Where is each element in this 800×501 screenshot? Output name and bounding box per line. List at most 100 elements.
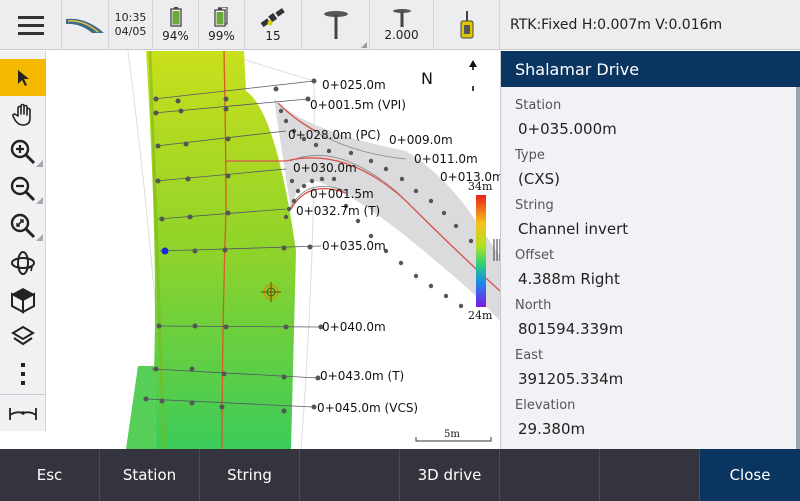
hamburger-menu-icon (17, 16, 44, 35)
softkey-bar: Esc Station String 3D drive Close (0, 449, 800, 501)
field-label: String (515, 198, 554, 213)
dropdown-corner-icon (36, 197, 43, 204)
station-label: 0+001.5m (310, 187, 374, 201)
station-label: 0+030.0m (293, 161, 357, 175)
satellite-count: 15 (265, 29, 281, 43)
esc-button[interactable]: Esc (0, 449, 100, 501)
station-label: 0+045.0m (VCS) (317, 401, 419, 415)
more-vertical-icon (21, 362, 25, 385)
pan-tool[interactable] (0, 96, 46, 133)
colorbar-max: 34m (468, 180, 493, 193)
zoom-in-tool[interactable] (0, 133, 46, 170)
menu-button[interactable] (0, 0, 62, 50)
field-label: Offset (515, 248, 555, 263)
controller-device-icon (460, 11, 473, 39)
details-panel: Shalamar Drive Station 0+035.000m Type (… (500, 51, 800, 449)
antenna-height-value: 2.000 (384, 28, 419, 42)
cross-section-icon (9, 407, 37, 420)
station-label: 0+013.0m (440, 170, 500, 184)
controller-button[interactable] (434, 0, 500, 50)
north-label: N (421, 69, 433, 88)
orbit-tool[interactable] (0, 244, 46, 281)
battery-controller[interactable]: 94% (153, 0, 199, 50)
dropdown-corner-icon (36, 234, 43, 241)
cross-section-tool[interactable] (0, 395, 46, 432)
station-label: 0+028.0m (PC) (288, 128, 381, 142)
station-label: 0+025.0m (322, 78, 386, 92)
close-button[interactable]: Close (700, 449, 800, 501)
zoom-out-icon (10, 176, 36, 201)
battery1-percent: 94% (162, 29, 189, 43)
station-button[interactable]: Station (100, 449, 200, 501)
status-bar: 10:35 04/05 94% 99% 15 (0, 0, 800, 50)
rtk-status[interactable]: RTK:Fixed H:0.007m V:0.016m (510, 17, 723, 33)
station-label: 0+001.5m (VPI) (310, 98, 406, 112)
date-text: 04/05 (114, 25, 147, 38)
station-label: 0+035.0m (322, 239, 386, 253)
more-tool[interactable] (0, 355, 46, 392)
gnss-receiver-icon (323, 11, 348, 39)
north-arrow (469, 60, 477, 91)
layers-tool[interactable] (0, 318, 46, 355)
field-label: Elevation (515, 398, 576, 413)
field-label: Station (515, 98, 562, 113)
station-label: 0+032.7m (T) (296, 204, 381, 218)
field-label: Type (515, 148, 545, 163)
field-elevation: Elevation 29.380m (515, 398, 585, 439)
road-alignment-icon (66, 18, 104, 33)
zoom-extents-tool[interactable] (0, 207, 46, 244)
map-toolbar (0, 51, 46, 431)
toolbar-divider (0, 394, 46, 395)
field-label: North (515, 298, 552, 313)
field-north: North 801594.339m (515, 298, 623, 339)
station-label: 0+011.0m (414, 152, 478, 166)
empty-softkey (500, 449, 600, 501)
empty-softkey (300, 449, 400, 501)
crosshair-target (261, 282, 281, 302)
map-view[interactable]: N 0+025.0m 0+001.5m (VPI) 0+028.0m (PC) … (46, 51, 500, 449)
battery2-percent: 99% (208, 29, 235, 43)
clock: 10:35 04/05 (109, 0, 153, 50)
station-label: 0+040.0m (322, 320, 386, 334)
field-type: Type (CXS) (515, 148, 560, 189)
road-surface-model (126, 51, 500, 449)
field-value: 0+035.000m (518, 120, 617, 138)
road-selection-button[interactable] (62, 0, 109, 50)
zoom-out-tool[interactable] (0, 170, 46, 207)
string-button[interactable]: String (200, 449, 300, 501)
battery-icon (169, 7, 182, 27)
field-station: Station 0+035.000m (515, 98, 617, 139)
satellites-button[interactable]: 15 (245, 0, 302, 50)
empty-softkey (600, 449, 700, 501)
dropdown-corner-icon (36, 160, 43, 167)
colorbar-min: 24m (468, 309, 493, 322)
arrow-pointer-icon (18, 69, 29, 86)
scale-bar-label: 5m (444, 429, 460, 440)
antenna-pole-icon (392, 9, 411, 27)
time-text: 10:35 (114, 11, 147, 24)
field-label: East (515, 348, 544, 363)
orbit-icon (11, 250, 35, 275)
dropdown-corner-icon (361, 42, 367, 48)
satellite-icon (260, 8, 285, 28)
view-cube-tool[interactable] (0, 281, 46, 318)
select-tool[interactable] (0, 59, 46, 96)
field-east: East 391205.334m (515, 348, 623, 389)
zoom-extents-icon (10, 213, 36, 238)
field-value: (CXS) (518, 170, 560, 188)
gnss-receiver-button[interactable] (302, 0, 370, 50)
battery-receiver[interactable]: 99% (199, 0, 245, 50)
hand-icon (12, 103, 31, 126)
field-value: Channel invert (518, 220, 629, 238)
station-label: 0+009.0m (389, 133, 453, 147)
panel-scrollbar[interactable] (796, 87, 800, 449)
zoom-in-icon (10, 139, 36, 164)
field-string: String Channel invert (515, 198, 628, 239)
field-value: 4.388m Right (518, 270, 620, 288)
antenna-height-button[interactable]: 2.000 (370, 0, 434, 50)
field-value: 29.380m (518, 420, 586, 438)
3d-drive-button[interactable]: 3D drive (400, 449, 500, 501)
layers-icon (11, 325, 35, 345)
field-offset: Offset 4.388m Right (515, 248, 620, 289)
station-label: 0+043.0m (T) (320, 369, 405, 383)
